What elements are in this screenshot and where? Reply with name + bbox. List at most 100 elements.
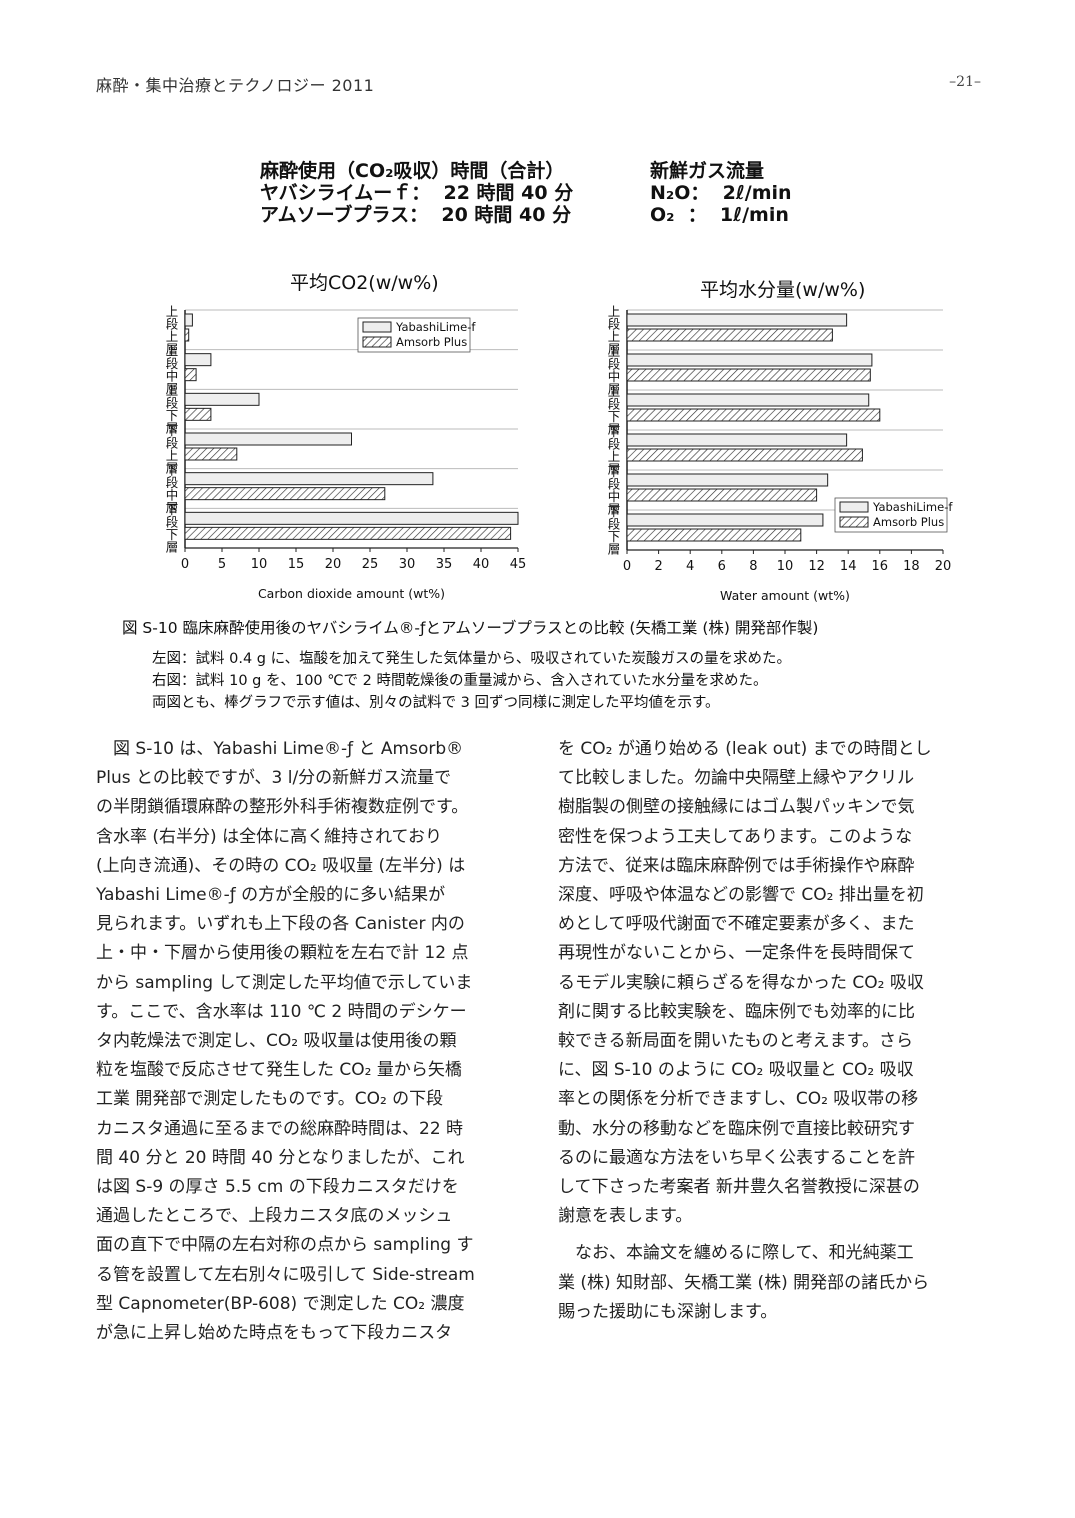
body-line: カニスタ通過に至るまでの総麻酔時間は、22 時 bbox=[96, 1118, 464, 1139]
bar-amsorb bbox=[626, 408, 881, 422]
x-tick-label: 20 bbox=[325, 557, 342, 572]
body-line: 再現性がないことから、一定条件を長時間保て bbox=[558, 943, 915, 964]
left-chart-title: 平均CO2(w/w%) bbox=[290, 272, 439, 294]
x-tick-label: 20 bbox=[935, 559, 952, 574]
bar-amsorb bbox=[184, 368, 197, 382]
body-line: タ内乾燥法で測定し、CO₂ 吸収量は使用後の顆 bbox=[96, 1031, 457, 1052]
x-tick-label: 5 bbox=[218, 557, 226, 572]
body-line: るモデル実験に頼らざるを得なかった CO₂ 吸収 bbox=[558, 972, 924, 993]
bar-amsorb bbox=[184, 487, 386, 501]
body-line: して下さった考案者 新井豊久名誉教授に深甚の bbox=[558, 1177, 920, 1198]
body-line: Yabashi Lime®-ƒ の方が全般的に多い結果が bbox=[96, 885, 446, 906]
body-line: の半閉鎖循環麻酔の整形外科手術複数症例です。 bbox=[96, 797, 469, 818]
fig-header-line1-right: 新鮮ガス流量 bbox=[650, 160, 765, 182]
right-chart-title: 平均水分量(w/w%) bbox=[700, 279, 866, 301]
x-tick-label: 30 bbox=[399, 557, 416, 572]
caption-line-2: 右図：試料 10 g を、100 ℃で 2 時間乾燥後の重量減から、含入されてい… bbox=[152, 673, 768, 689]
bar-amsorb bbox=[626, 368, 871, 382]
x-tick-label: 4 bbox=[686, 559, 694, 574]
body-line: る管を設置して左右別々に吸引して Side-stream bbox=[96, 1264, 475, 1285]
category-label: 下段上層 bbox=[164, 424, 179, 475]
category-label: 上段下層 bbox=[164, 384, 179, 435]
body-line: 含水率 (右半分) は全体に高く維持されており bbox=[96, 826, 443, 847]
legend-swatch bbox=[362, 321, 392, 333]
category-label: 上段中層 bbox=[606, 345, 621, 396]
body-line: 型 Capnometer(BP-608) で測定した CO₂ 濃度 bbox=[96, 1293, 465, 1314]
body-line: す。ここで、含水率は 110 ℃ 2 時間のデシケー bbox=[96, 1001, 467, 1022]
fig-header-line2-right: N₂O： 2ℓ/min bbox=[650, 182, 792, 204]
x-tick-label: 2 bbox=[654, 559, 662, 574]
bar-yabashi bbox=[184, 432, 352, 446]
legend-swatch bbox=[839, 516, 869, 528]
body-line: 動、水分の移動などを臨床例で直接比較研究す bbox=[558, 1118, 915, 1139]
legend-label: Amsorb Plus bbox=[873, 515, 944, 529]
x-tick-label: 14 bbox=[840, 559, 857, 574]
bar-amsorb bbox=[184, 526, 512, 540]
category-label: 下段中層 bbox=[164, 464, 179, 515]
x-axis-label: Water amount (wt%) bbox=[720, 588, 850, 603]
x-tick-label: 0 bbox=[623, 559, 631, 574]
body-line: 粒を塩酸で反応させて発生した CO₂ 量から矢橋 bbox=[96, 1060, 462, 1081]
body-line: 樹脂製の側壁の接触縁にはゴム製パッキンで気 bbox=[558, 797, 915, 818]
left-chart: 0 5 10 15 20 25 30 35 40 45 Carbon dioxide amount … bbox=[164, 305, 527, 601]
bar-amsorb bbox=[184, 328, 190, 342]
legend-swatch bbox=[839, 501, 869, 513]
body-line: 密性を保つよう工夫してあります。このような bbox=[558, 826, 913, 847]
bar-yabashi bbox=[626, 393, 870, 407]
x-axis-label: Carbon dioxide amount (wt%) bbox=[258, 586, 445, 601]
x-tick-label: 8 bbox=[749, 559, 757, 574]
bar-yabashi bbox=[626, 473, 829, 487]
body-line: て比較しました。勿論中央隔壁上縁やアクリル bbox=[558, 768, 915, 789]
body-line: 剤に関する比較実験を、臨床例でも効率的に比 bbox=[558, 1001, 915, 1022]
body-line: 間 40 分と 20 時間 40 分となりましたが、これ bbox=[96, 1147, 465, 1168]
x-tick-label: 45 bbox=[510, 557, 527, 572]
x-tick-label: 25 bbox=[362, 557, 379, 572]
body-line: 業 (株) 知財部、矢橋工業 (株) 開発部の諸氏から bbox=[558, 1272, 930, 1293]
caption-line-1: 左図：試料 0.4 g に、塩酸を加えて発生した気体量から、吸収されていた炭酸ガ… bbox=[152, 651, 791, 667]
x-tick-label: 15 bbox=[288, 557, 305, 572]
page-number: –21– bbox=[949, 74, 981, 90]
legend-label: Amsorb Plus bbox=[396, 335, 467, 349]
bar-amsorb bbox=[184, 447, 238, 461]
x-tick-label: 40 bbox=[473, 557, 490, 572]
category-label: 下段下層 bbox=[606, 505, 621, 556]
body-line: 図 S-10 は、Yabashi Lime®-ƒ と Amsorb® bbox=[96, 739, 464, 759]
body-line: 深度、呼吸や体温などの影響で CO₂ 排出量を初 bbox=[558, 885, 924, 906]
body-line: るのに最適な方法をいち早く公表することを許 bbox=[558, 1147, 915, 1168]
x-tick-label: 0 bbox=[181, 557, 189, 572]
body-line: (上向き流通)、その時の CO₂ 吸収量 (左半分) は bbox=[96, 855, 466, 876]
bar-amsorb bbox=[626, 328, 833, 342]
x-tick-label: 10 bbox=[251, 557, 268, 572]
body-line: なお、本論文を纏めるに際して、和光純薬工 bbox=[558, 1243, 914, 1264]
legend-label: YabashiLime-f bbox=[395, 320, 476, 334]
category-label: 下段中層 bbox=[606, 465, 621, 516]
bar-yabashi bbox=[626, 513, 824, 527]
category-label: 上段上層 bbox=[164, 305, 179, 356]
fig-header-line1-left: 麻酔使用（CO₂吸収）時間（合計） bbox=[260, 160, 565, 182]
category-label: 上段上層 bbox=[606, 305, 621, 356]
body-line: 通過したところで、上段カニスタ底のメッシュ bbox=[96, 1206, 453, 1227]
fig-header-line3-left: アムソーブプラス： 20 時間 40 分 bbox=[260, 204, 572, 226]
body-line: Plus との比較ですが、3 l/分の新鮮ガス流量で bbox=[96, 768, 452, 789]
body-line: に、図 S-10 のように CO₂ 吸収量と CO₂ 吸収 bbox=[558, 1060, 914, 1081]
body-line: 工業 開発部で測定したものです。CO₂ の下段 bbox=[96, 1089, 444, 1110]
body-line: から sampling して測定した平均値で示していま bbox=[96, 972, 473, 993]
body-line: めとして呼吸代謝面で不確定要素が多く、また bbox=[558, 914, 915, 935]
body-line: 率との関係を分析できますし、CO₂ 吸収帯の移 bbox=[558, 1089, 919, 1110]
bar-yabashi bbox=[184, 353, 212, 367]
legend-swatch bbox=[362, 336, 392, 348]
bar-yabashi bbox=[626, 313, 848, 327]
bar-yabashi bbox=[184, 511, 519, 525]
bar-yabashi bbox=[184, 313, 193, 327]
caption-line-3: 両図とも、棒グラフで示す値は、別々の試料で 3 回ずつ同様に測定した平均値を示す… bbox=[152, 695, 720, 711]
journal-header: 麻酔・集中治療とテクノロジー 2011 bbox=[96, 76, 375, 95]
bar-yabashi bbox=[184, 392, 260, 406]
body-line: は図 S-9 の厚さ 5.5 cm の下段カニスタだけを bbox=[96, 1177, 459, 1198]
fig-header-line2-left: ヤバシライムーｆ： 22 時間 40 分 bbox=[260, 182, 574, 204]
x-tick-label: 18 bbox=[903, 559, 920, 574]
x-tick-label: 12 bbox=[808, 559, 825, 574]
x-tick-label: 35 bbox=[436, 557, 453, 572]
category-label: 下段上層 bbox=[606, 425, 621, 476]
bar-amsorb bbox=[626, 448, 863, 462]
x-tick-label: 16 bbox=[872, 559, 889, 574]
